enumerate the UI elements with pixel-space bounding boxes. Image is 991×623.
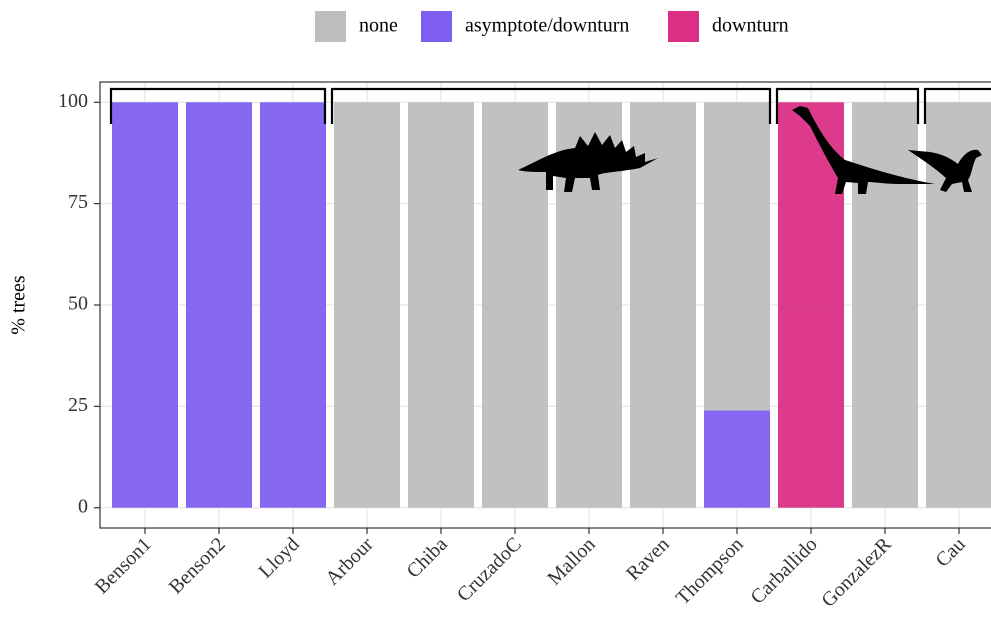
bars — [112, 102, 991, 508]
theropod-silhouette — [908, 149, 982, 192]
bar-segment — [186, 102, 252, 508]
y-tick-label: 50 — [68, 293, 88, 315]
x-tick-label: Thompson — [672, 533, 748, 609]
y-tick-label: 100 — [58, 90, 88, 112]
y-tick-label: 25 — [68, 394, 88, 416]
y-axis-title: % trees — [8, 275, 30, 335]
legend-swatch — [668, 11, 699, 42]
legend-label: none — [359, 15, 398, 37]
x-tick-label: Benson1 — [91, 533, 156, 598]
group-brackets — [109, 87, 991, 124]
bar-segment — [778, 102, 844, 508]
stegosaur-silhouette — [518, 132, 658, 192]
bracket — [109, 87, 327, 124]
bar-segment — [260, 102, 326, 508]
bar-segment — [852, 102, 918, 508]
bracket — [330, 87, 772, 124]
legend-swatch — [315, 11, 346, 42]
bar-segment — [630, 102, 696, 508]
x-tick-label: Benson2 — [165, 533, 230, 598]
bar-segment — [408, 102, 474, 508]
bracket — [775, 87, 920, 124]
bar-segment — [334, 102, 400, 508]
x-tick-label: Arbour — [321, 533, 378, 590]
bar-segment — [112, 102, 178, 508]
y-tick-label: 75 — [68, 191, 88, 213]
legend-label: asymptote/downturn — [465, 15, 629, 37]
x-tick-label: Chiba — [402, 533, 451, 582]
bar-segment — [704, 410, 770, 508]
bar-segment — [704, 102, 770, 411]
x-tick-label: GonzalezR — [817, 533, 896, 612]
x-tick-label: Cau — [931, 533, 969, 571]
x-tick-label: Raven — [622, 533, 674, 585]
x-tick-label: Mallon — [543, 533, 599, 589]
x-tick-label: CruzadoC — [453, 533, 526, 606]
legend-label: downturn — [712, 15, 789, 37]
bracket — [923, 87, 991, 124]
legend-swatch — [421, 11, 452, 42]
silhouettes — [518, 106, 982, 194]
sauropod-silhouette — [792, 106, 935, 194]
legend: none asymptote/downturn downturn — [315, 11, 789, 42]
x-tick-label: Carballido — [747, 533, 822, 608]
y-tick-label: 0 — [78, 495, 88, 517]
x-tick-label: Lloyd — [254, 533, 303, 582]
